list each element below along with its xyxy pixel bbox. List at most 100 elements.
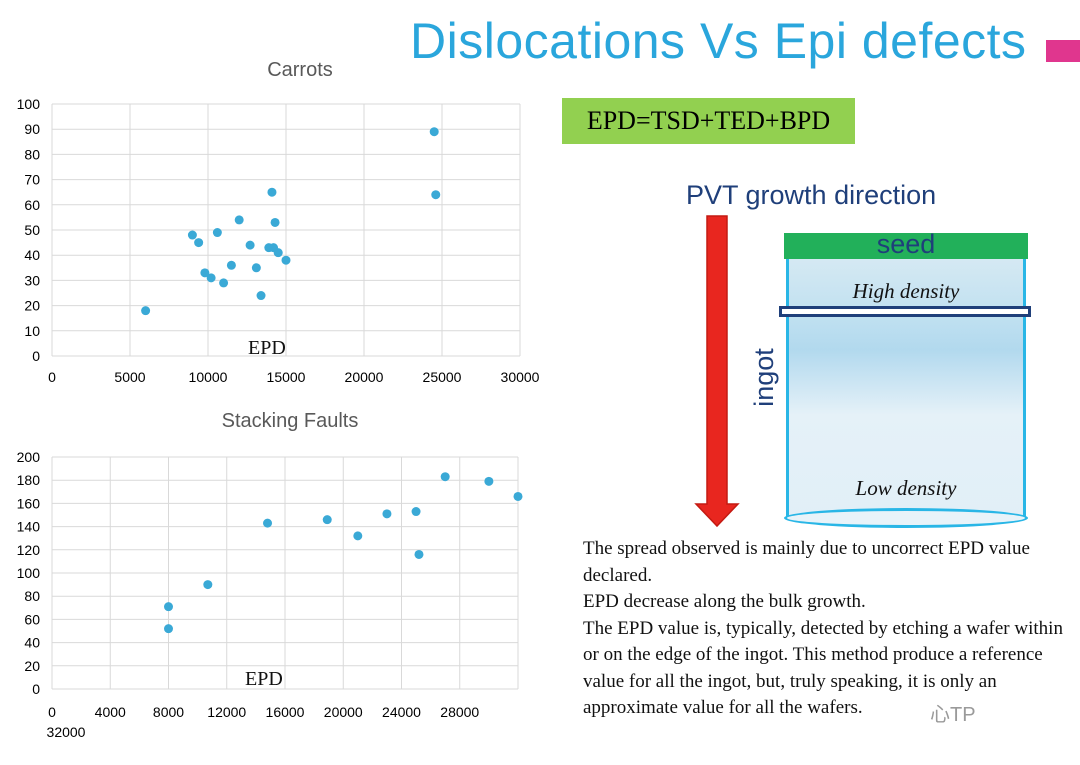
c1-data-point (431, 190, 441, 200)
pvt-growth-label: PVT growth direction (686, 180, 937, 210)
c1-y-tick-label: 10 (24, 323, 40, 339)
c1-x-tick-label: 15000 (267, 369, 306, 385)
ingot-bottom (784, 508, 1028, 528)
explanation-text: The spread observed is mainly due to unc… (583, 536, 1073, 722)
c2-y-tick-label: 180 (17, 472, 41, 488)
low-density-label: Low density (855, 476, 957, 500)
c2-x-tick-label: 32000 (47, 724, 86, 740)
chart2-points (164, 472, 523, 634)
c2-data-point (164, 602, 173, 612)
chart1-title: Carrots (267, 59, 333, 81)
c2-x-tick-label: 20000 (324, 704, 363, 720)
explanation-line: EPD decrease along the bulk growth. (583, 591, 866, 612)
c1-x-tick-label: 25000 (423, 369, 462, 385)
seed-label: seed (876, 229, 936, 259)
formula-box: EPD=TSD+TED+BPD (562, 98, 855, 144)
ingot-body (786, 259, 1026, 519)
c1-y-tick-label: 100 (17, 96, 41, 112)
c2-x-tick-label: 24000 (382, 704, 421, 720)
c2-x-tick-label: 28000 (440, 704, 479, 720)
chart1-y-ticks: 0 10 20 30 40 50 60 70 80 90 100 (17, 96, 41, 364)
c1-data-point (141, 306, 151, 316)
c2-x-tick-label: 0 (48, 704, 56, 720)
chart2-title: Stacking Faults (221, 410, 359, 432)
chart1-grid (51, 103, 521, 357)
c1-data-point (270, 217, 280, 227)
c1-y-tick-label: 80 (24, 146, 40, 162)
wafer-slice (779, 306, 1031, 317)
c1-data-point (194, 238, 204, 248)
c1-data-point (256, 291, 266, 301)
c2-y-tick-label: 0 (32, 681, 40, 697)
c2-data-point (164, 624, 173, 634)
c1-y-tick-label: 0 (32, 348, 40, 364)
c2-x-tick-label: 8000 (153, 704, 184, 720)
chart2-x-ticks: 0 4000 8000 12000 16000 20000 24000 28000 32000 (47, 704, 480, 740)
c2-data-point (263, 518, 273, 528)
c1-data-point (206, 273, 216, 283)
c1-data-point (212, 228, 222, 238)
c2-data-point (414, 549, 424, 559)
ingot-label: ingot (748, 348, 779, 407)
c2-x-tick-label: 12000 (207, 704, 246, 720)
c2-y-tick-label: 40 (24, 635, 40, 651)
growth-arrow-icon (694, 215, 740, 528)
accent-square (1046, 40, 1080, 62)
c2-data-point (353, 531, 363, 541)
c2-y-tick-label: 160 (17, 495, 41, 511)
explanation-line: The spread observed is mainly due to unc… (583, 538, 1030, 586)
c1-x-tick-label: 20000 (345, 369, 384, 385)
c1-data-point (245, 240, 255, 250)
c1-y-tick-label: 20 (24, 298, 40, 314)
c2-data-point (411, 507, 421, 517)
c1-x-tick-label: 10000 (189, 369, 228, 385)
c2-data-point (484, 476, 494, 486)
c2-data-point (513, 491, 523, 501)
c2-x-tick-label: 4000 (95, 704, 126, 720)
c2-y-tick-label: 120 (17, 542, 41, 558)
c1-data-point (251, 263, 261, 273)
chart1-xlabel: EPD (248, 337, 286, 359)
chart1-svg: 0 10 20 30 40 50 60 70 80 90 100 0 5000 10000 15000 20… (17, 96, 540, 385)
c1-data-point (219, 278, 229, 288)
c2-data-point (382, 509, 392, 519)
slide-title: Dislocations Vs Epi defects (410, 13, 1027, 69)
c1-data-point (187, 230, 197, 240)
c2-data-point (322, 515, 332, 525)
c1-y-tick-label: 40 (24, 247, 40, 263)
c2-y-tick-label: 80 (24, 588, 40, 604)
c2-data-point (440, 472, 450, 482)
c1-x-tick-label: 0 (48, 369, 56, 385)
c1-x-tick-label: 30000 (501, 369, 540, 385)
c1-data-point (281, 255, 291, 265)
c2-y-tick-label: 60 (24, 611, 40, 627)
chart1-x-ticks: 0 5000 10000 15000 20000 25000 30000 (48, 369, 540, 385)
formula-text: EPD=TSD+TED+BPD (586, 106, 831, 135)
explanation-line: The EPD value is, typically, detected by… (583, 617, 1063, 719)
c1-data-point (429, 127, 439, 137)
c1-data-point (200, 268, 210, 278)
c2-y-tick-label: 20 (24, 658, 40, 674)
c2-y-tick-label: 140 (17, 519, 41, 535)
c1-x-tick-label: 5000 (114, 369, 145, 385)
chart2-svg: 0 20 40 60 80 100 120 140 160 180 200 0 4000 8000 120… (17, 449, 523, 740)
c1-y-tick-label: 30 (24, 272, 40, 288)
chart1-points (141, 127, 441, 316)
watermark: 心TP (930, 704, 976, 726)
c1-y-tick-label: 90 (24, 121, 40, 137)
c1-y-tick-label: 60 (24, 197, 40, 213)
chart2-grid (51, 456, 519, 690)
chart2-xlabel: EPD (245, 668, 283, 690)
seed-bar (784, 233, 1028, 259)
c1-data-point (234, 215, 244, 225)
c2-y-tick-label: 200 (17, 449, 41, 465)
c1-y-tick-label: 50 (24, 222, 40, 238)
c2-y-tick-label: 100 (17, 565, 41, 581)
chart2-y-ticks: 0 20 40 60 80 100 120 140 160 180 200 (17, 449, 41, 697)
c1-data-point (267, 187, 277, 197)
c1-data-point (273, 248, 283, 258)
c2-x-tick-label: 16000 (266, 704, 305, 720)
high-density-label: High density (852, 279, 960, 303)
c1-y-tick-label: 70 (24, 172, 40, 188)
c1-data-point (226, 260, 236, 270)
